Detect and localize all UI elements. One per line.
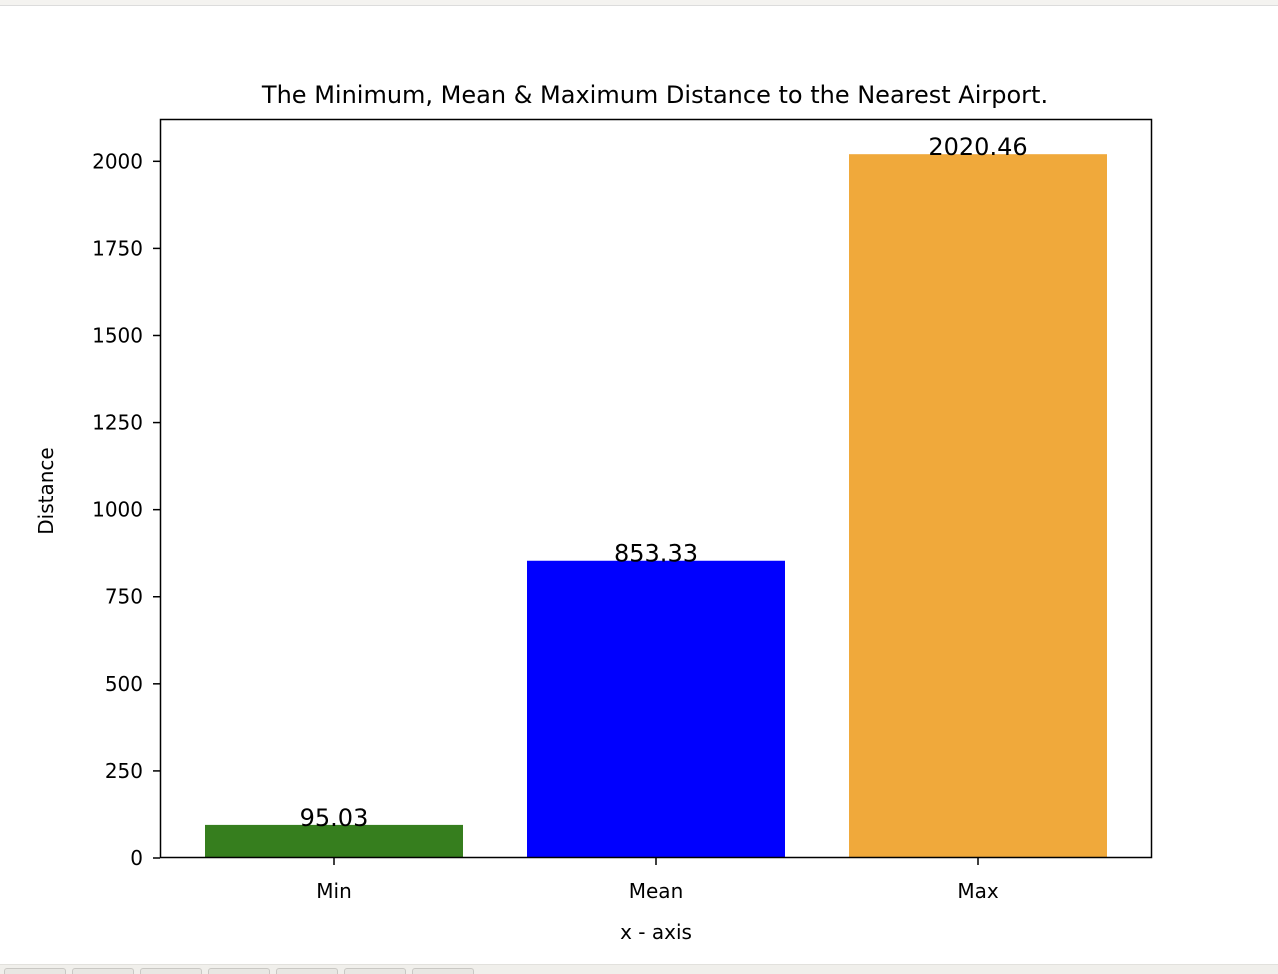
value-label-mean: 853.33 <box>614 540 698 568</box>
toolbar-button[interactable] <box>72 968 134 974</box>
y-axis-label: Distance <box>34 447 58 534</box>
y-axis: 0 250 500 750 1000 1250 1500 1750 2000 <box>92 149 160 870</box>
chart-title: The Minimum, Mean & Maximum Distance to … <box>261 81 1048 109</box>
bar-mean <box>527 560 785 858</box>
bar-min <box>205 824 463 858</box>
value-label-max: 2020.46 <box>928 133 1027 161</box>
window-top-edge <box>0 0 1278 6</box>
y-tick-label: 1750 <box>92 236 143 260</box>
y-tick-label: 750 <box>105 585 143 609</box>
x-tick-label-max: Max <box>957 879 999 903</box>
toolbar-button[interactable] <box>344 968 406 974</box>
toolbar-button[interactable] <box>276 968 338 974</box>
y-tick-label: 1250 <box>92 411 143 435</box>
y-tick-label: 1500 <box>92 323 143 347</box>
x-axis-label: x - axis <box>620 920 692 944</box>
toolbar-button[interactable] <box>4 968 66 974</box>
toolbar-button[interactable] <box>140 968 202 974</box>
bar-max <box>849 154 1107 859</box>
value-label-min: 95.03 <box>300 804 369 832</box>
y-tick-label: 250 <box>105 759 143 783</box>
toolbar-button[interactable] <box>208 968 270 974</box>
y-tick-label: 1000 <box>92 498 143 522</box>
y-tick-label: 2000 <box>92 149 143 173</box>
bars-layer <box>205 154 1107 859</box>
window-toolbar <box>0 964 1278 974</box>
y-tick-label: 0 <box>130 846 143 870</box>
x-tick-label-min: Min <box>316 879 352 903</box>
plot-area-frame <box>159 118 1153 859</box>
value-labels-layer: 95.03 853.33 2020.46 <box>300 133 1028 832</box>
x-axis: Min Mean Max <box>316 858 999 903</box>
toolbar-button[interactable] <box>412 968 474 974</box>
x-tick-label-mean: Mean <box>629 879 684 903</box>
y-tick-label: 500 <box>105 672 143 696</box>
